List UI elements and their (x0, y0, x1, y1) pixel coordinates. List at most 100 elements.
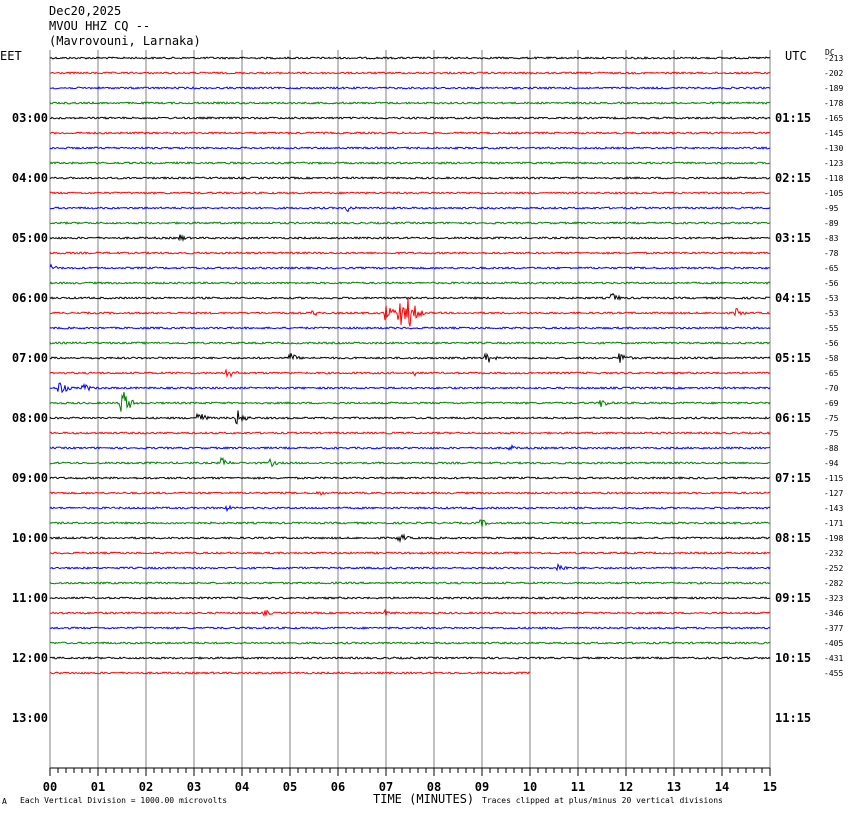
right-hour-label: 03:15 (775, 231, 811, 245)
x-tick-label: 14 (715, 780, 729, 794)
clip-note: Traces clipped at plus/minus 20 vertical… (482, 796, 723, 805)
right-hour-label: 06:15 (775, 411, 811, 425)
time-grid (49, 50, 771, 768)
trace-row (49, 504, 771, 513)
trace-row (49, 281, 771, 285)
trace-row (49, 341, 770, 345)
right-hour-label: 05:15 (775, 351, 811, 365)
dc-offset-value: -377 (824, 624, 843, 633)
trace-row (49, 161, 771, 165)
trace-row (49, 443, 771, 451)
dc-offset-value: -56 (824, 339, 839, 348)
dc-offset-value: -232 (824, 549, 843, 558)
trace-row (49, 431, 771, 435)
seismic-traces (49, 56, 771, 675)
dc-offset-value: -165 (824, 114, 843, 123)
plot-date: Dec20,2025 (49, 4, 122, 18)
trace-row (49, 392, 771, 412)
right-hour-label: 11:15 (775, 711, 811, 725)
dc-offset-value: -89 (824, 219, 839, 228)
dc-offset-value: -55 (824, 324, 839, 333)
right-hour-label: 01:15 (775, 111, 811, 125)
dc-offset-value: -118 (824, 174, 843, 183)
trace-row (49, 608, 771, 617)
footer-mark: A (2, 797, 7, 806)
dc-offset-value: -115 (824, 474, 843, 483)
trace-row (49, 352, 771, 363)
station-location: (Mavrovouni, Larnaka) (49, 34, 201, 48)
trace-row (49, 297, 771, 327)
dc-offset-value: -282 (824, 579, 843, 588)
dc-offset-value: -189 (824, 84, 843, 93)
trace-row (49, 326, 771, 330)
trace-row (49, 476, 771, 480)
trace-row (49, 292, 771, 301)
trace-row (50, 641, 771, 645)
dc-offset-value: -75 (824, 414, 839, 423)
left-hour-label: 06:00 (12, 291, 48, 305)
trace-row (49, 116, 771, 120)
left-timezone-label: EET (0, 49, 22, 63)
right-hour-label: 02:15 (775, 171, 811, 185)
dc-offset-labels: -213 -202 -189 -178 -165 -145 -130 -123 -118 -105… (824, 54, 843, 678)
trace-row (49, 581, 771, 585)
trace-row (49, 131, 771, 135)
trace-row (49, 596, 771, 600)
dc-offset-value: -145 (824, 129, 843, 138)
trace-row (49, 221, 771, 225)
dc-offset-value: -171 (824, 519, 843, 528)
right-hour-label: 07:15 (775, 471, 811, 485)
dc-offset-value: -94 (824, 459, 839, 468)
dc-offset-value: -252 (824, 564, 843, 573)
station-name: MVOU HHZ CQ -- (49, 19, 151, 33)
left-hour-label: 12:00 (12, 651, 48, 665)
left-hour-label: 03:00 (12, 111, 48, 125)
dc-header-label: DC (825, 48, 835, 57)
right-hour-label: 08:15 (775, 531, 811, 545)
dc-offset-value: -178 (824, 99, 843, 108)
x-tick-label: 09 (475, 780, 489, 794)
dc-offset-value: -143 (824, 504, 843, 513)
dc-offset-value: -127 (824, 489, 843, 498)
trace-row (49, 456, 771, 468)
dc-offset-value: -213 (824, 54, 843, 63)
x-tick-label: 01 (91, 780, 105, 794)
trace-row (49, 656, 771, 660)
trace-row (49, 191, 771, 195)
left-hour-label: 05:00 (12, 231, 48, 245)
trace-row (49, 263, 771, 270)
dc-offset-value: -65 (824, 264, 839, 273)
time-axis: 00 01 02 03 04 05 06 07 08 09 10 11 12 13 14 15 (43, 767, 777, 794)
dc-offset-value: -70 (824, 384, 839, 393)
dc-offset-value: -88 (824, 444, 839, 453)
hour-labels: 03:00 04:00 05:00 06:00 07:00 08:00 09:00 10:00… (12, 111, 811, 725)
dc-offset-value: -53 (824, 294, 839, 303)
right-timezone-label: UTC (785, 49, 807, 63)
trace-row (50, 551, 771, 555)
left-hour-label: 08:00 (12, 411, 48, 425)
left-hour-label: 09:00 (12, 471, 48, 485)
x-tick-label: 15 (763, 780, 777, 794)
right-hour-label: 10:15 (775, 651, 811, 665)
dc-offset-value: -75 (824, 429, 839, 438)
trace-row (49, 368, 771, 378)
left-hour-label: 11:00 (12, 591, 48, 605)
trace-row (49, 146, 771, 150)
x-tick-label: 07 (379, 780, 393, 794)
dc-offset-value: -202 (824, 69, 843, 78)
dc-offset-value: -65 (824, 369, 839, 378)
dc-offset-value: -123 (824, 159, 843, 168)
left-hour-label: 04:00 (12, 171, 48, 185)
x-tick-label: 13 (667, 780, 681, 794)
trace-row (49, 382, 771, 394)
dc-offset-value: -431 (824, 654, 843, 663)
x-tick-label: 06 (331, 780, 345, 794)
trace-row (49, 71, 771, 75)
trace-row (49, 176, 771, 180)
dc-offset-value: -58 (824, 354, 839, 363)
x-tick-label: 08 (427, 780, 441, 794)
x-tick-label: 02 (139, 780, 153, 794)
left-hour-label: 10:00 (12, 531, 48, 545)
left-hour-label: 13:00 (12, 711, 48, 725)
trace-row (49, 101, 771, 105)
